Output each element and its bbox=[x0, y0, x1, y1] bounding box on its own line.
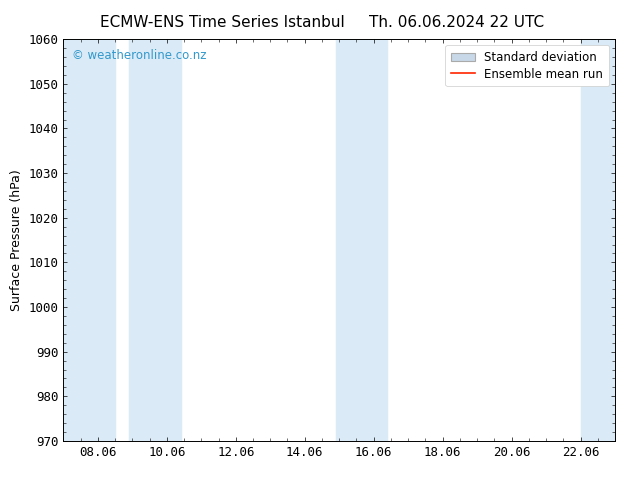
Bar bbox=[581, 39, 615, 441]
Text: ECMW-ENS Time Series Istanbul: ECMW-ENS Time Series Istanbul bbox=[100, 15, 344, 30]
Bar bbox=[63, 39, 115, 441]
Bar bbox=[129, 39, 181, 441]
Text: © weatheronline.co.nz: © weatheronline.co.nz bbox=[72, 49, 206, 62]
Text: Th. 06.06.2024 22 UTC: Th. 06.06.2024 22 UTC bbox=[369, 15, 544, 30]
Bar bbox=[336, 39, 387, 441]
Legend: Standard deviation, Ensemble mean run: Standard deviation, Ensemble mean run bbox=[445, 45, 609, 86]
Y-axis label: Surface Pressure (hPa): Surface Pressure (hPa) bbox=[10, 169, 23, 311]
